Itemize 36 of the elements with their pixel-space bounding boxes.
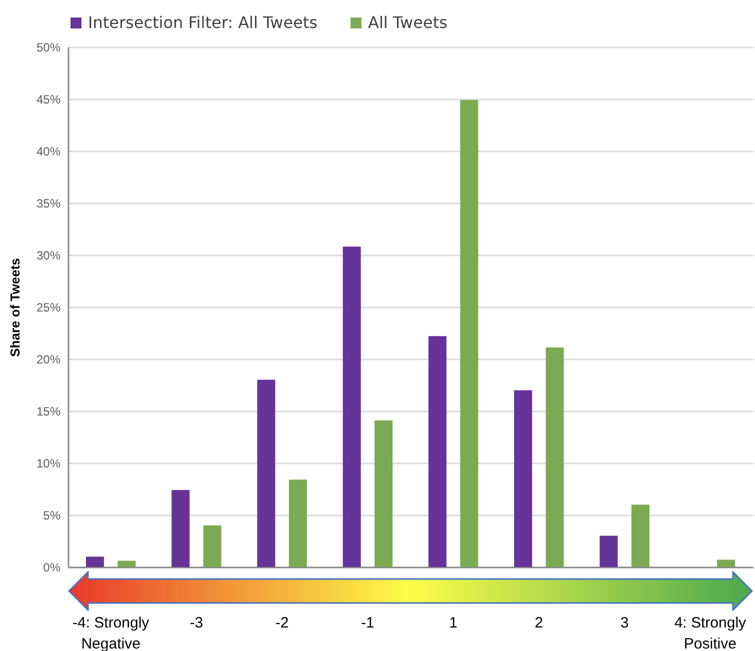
y-tick-label: 35% xyxy=(36,196,61,210)
x-tick-label: -1 xyxy=(361,614,374,632)
bar xyxy=(342,246,361,567)
y-tick-label: 30% xyxy=(36,248,61,262)
bar xyxy=(374,420,393,567)
x-tick-label: 2 xyxy=(534,614,544,632)
x-tick-label: 3 xyxy=(620,614,629,632)
y-tick-label: 50% xyxy=(36,40,61,54)
x-tick-label: -3 xyxy=(190,614,204,632)
bar xyxy=(86,556,104,567)
y-axis-title: Share of Tweets xyxy=(7,258,22,357)
bar xyxy=(600,536,618,567)
y-tick-label: 5% xyxy=(43,508,61,522)
bar xyxy=(288,480,307,567)
bar xyxy=(428,336,446,567)
bar xyxy=(203,525,222,567)
bar xyxy=(546,348,564,567)
bar xyxy=(257,380,276,567)
y-tick-label: 10% xyxy=(36,456,61,470)
bar xyxy=(460,100,478,567)
legend-label: All Tweets xyxy=(368,13,448,32)
legend-label: Intersection Filter: All Tweets xyxy=(88,13,318,32)
y-tick-label: 20% xyxy=(36,352,61,366)
x-tick-label: -2 xyxy=(275,614,289,632)
y-tick-label: 0% xyxy=(43,560,61,574)
y-tick-label: 25% xyxy=(36,300,61,314)
bar xyxy=(717,560,736,567)
y-tick-label: 15% xyxy=(36,404,61,418)
bar xyxy=(172,490,190,567)
bar xyxy=(631,504,650,567)
x-tick-label: 1 xyxy=(449,614,458,632)
y-tick-label: 40% xyxy=(36,144,61,158)
bar xyxy=(118,560,136,567)
x-tick-label: 4: Strongly Positive xyxy=(674,614,747,651)
bar xyxy=(514,390,532,567)
y-tick-label: 45% xyxy=(36,92,61,106)
